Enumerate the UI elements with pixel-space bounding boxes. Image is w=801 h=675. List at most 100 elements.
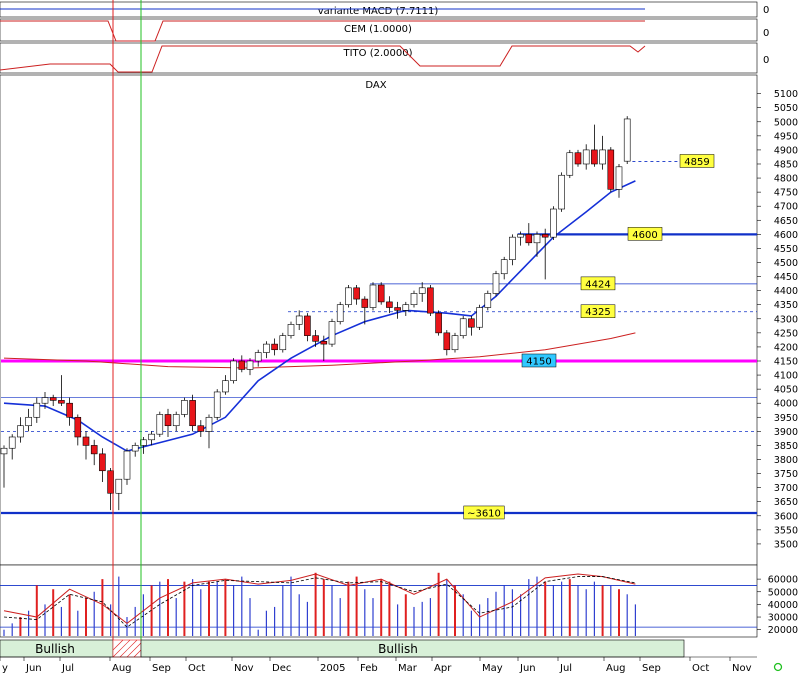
y-tick-label: 3650 — [774, 497, 798, 508]
candle-body — [492, 273, 500, 294]
y-tick-label: 3900 — [774, 427, 798, 438]
volume-bars — [3, 572, 637, 636]
tito-title: TITO (2.0000) — [342, 48, 412, 59]
level-label-box — [679, 154, 715, 168]
y-tick-label: 3800 — [774, 455, 798, 466]
candle-body — [131, 445, 139, 452]
candle-body — [377, 284, 385, 303]
candle-body — [115, 478, 123, 494]
month-label: Oct — [188, 663, 205, 674]
candle-body — [74, 416, 82, 438]
candle-body — [181, 400, 188, 415]
candle-body — [615, 166, 623, 190]
y-tick-label: 4050 — [774, 385, 798, 396]
candle-body — [386, 301, 393, 308]
level-label-box — [580, 276, 616, 291]
level-label: 4859 — [684, 157, 709, 168]
candle-body — [459, 318, 467, 336]
volume-oscillator — [3, 573, 636, 628]
y-tick-label: 3950 — [774, 413, 798, 424]
candle-body — [222, 380, 229, 393]
candle-body — [254, 352, 262, 362]
candle-body — [213, 391, 221, 418]
candle-body — [427, 287, 434, 314]
candle-body — [394, 307, 401, 311]
candle-body — [541, 234, 549, 238]
tito-line — [0, 45, 646, 73]
y-tick-label: 3700 — [774, 483, 798, 494]
y-tick-label: 4300 — [774, 314, 798, 325]
y-tick-label: 4600 — [774, 230, 798, 241]
candle-body — [336, 304, 344, 322]
y-tick-label: 4000 — [774, 399, 798, 410]
candle-body — [271, 343, 278, 351]
candle-body — [263, 343, 270, 353]
y-tick-label: 5050 — [774, 103, 798, 114]
candle-body — [345, 287, 352, 306]
level-label: 4424 — [585, 279, 610, 290]
candle-body — [230, 360, 237, 381]
y-tick-label: 4700 — [774, 202, 798, 213]
y-tick-label: 3750 — [774, 469, 798, 480]
y-tick-label: 4450 — [774, 272, 798, 283]
month-label: Aug — [112, 663, 132, 674]
candle-body — [82, 436, 90, 446]
level-label: ~3610 — [467, 508, 501, 519]
candle-body — [410, 293, 418, 306]
candle-body — [197, 425, 205, 432]
y-tick-label: 4650 — [774, 216, 798, 227]
level-label: 4150 — [526, 356, 551, 367]
y-tick-label: 4750 — [774, 188, 798, 199]
vol-tick-label: 50000 — [768, 587, 798, 598]
month-label: Mar — [398, 663, 418, 674]
y-tick-label: 4850 — [774, 159, 798, 170]
macd-value: 0 — [763, 5, 769, 16]
y-tick-label: 3500 — [774, 539, 798, 550]
candle-body — [123, 450, 131, 480]
y-tick-label: 3850 — [774, 441, 798, 452]
candle-body — [353, 287, 360, 300]
chart-title: DAX — [365, 80, 386, 91]
candle-body — [66, 402, 73, 418]
status-circle-icon — [773, 662, 783, 672]
tito-panel: TITO (2.0000) 0 — [0, 42, 769, 74]
candle-body — [418, 287, 426, 294]
month-label: Jul — [559, 663, 572, 674]
level-labels: 4600 4424 4325 4150 ~3610 4859 — [463, 154, 715, 519]
candle-body — [509, 236, 516, 260]
month-label: Dec — [272, 663, 291, 674]
candle-body — [58, 400, 65, 404]
price-panel: DAX 3500 3550 3600 3650 3700 3750 3800 3850 3900… — [0, 74, 798, 566]
candle-body — [0, 447, 8, 455]
month-axis: y Jun Jul Aug Sep Oct Nov Dec 2005 Feb Mar Apr May Ju… — [0, 656, 757, 674]
candle-body — [279, 335, 287, 351]
candle-body — [140, 439, 147, 446]
candle-body — [25, 416, 32, 427]
vol-tick-label: 40000 — [768, 600, 798, 611]
month-label: 2005 — [320, 663, 345, 674]
candle-body — [287, 324, 295, 336]
vol-osc-signal — [3, 576, 636, 628]
candle-body — [156, 414, 164, 435]
candle-body — [591, 149, 598, 165]
price-y-axis: 3500 3550 3600 3650 3700 3750 3800 3850 3900 3950… — [757, 89, 798, 550]
candle-body — [107, 470, 114, 494]
candle-body — [525, 234, 533, 244]
candle-body — [41, 397, 49, 404]
vol-tick-label: 20000 — [768, 625, 798, 636]
candle-body — [566, 152, 574, 176]
candle-body — [304, 315, 311, 336]
candle-body — [238, 360, 246, 370]
candle-body — [500, 259, 508, 275]
candle-body — [99, 453, 106, 472]
cem-panel: CEM (1.0000) 0 — [0, 18, 769, 42]
candle-body — [582, 149, 590, 165]
level-label: 4600 — [632, 230, 657, 241]
vol-tick-label: 60000 — [768, 575, 798, 586]
candle-body — [8, 436, 16, 449]
cem-title: CEM (1.0000) — [344, 24, 412, 35]
month-label: Jun — [25, 663, 42, 674]
y-tick-label: 4100 — [774, 371, 798, 382]
band-label-2: Bullish — [378, 642, 418, 656]
